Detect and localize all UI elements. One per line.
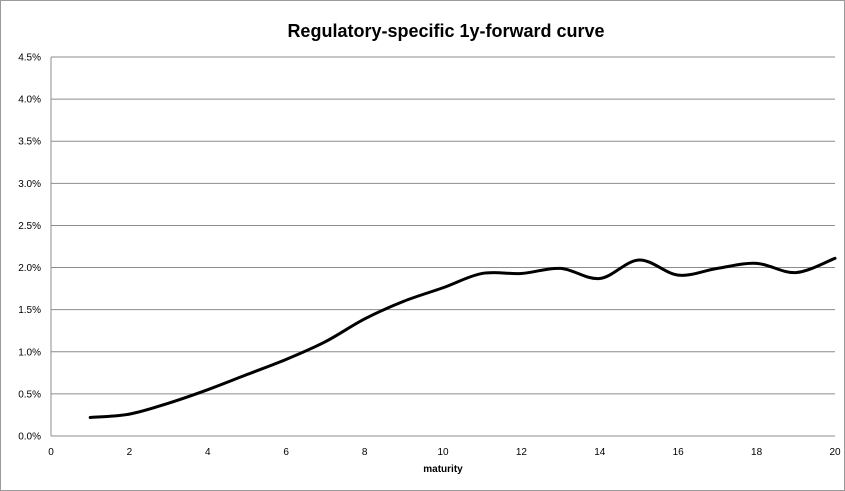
chart-title: Regulatory-specific 1y-forward curve [287, 21, 604, 41]
x-tick-label: 18 [751, 447, 763, 458]
series-line [88, 256, 837, 419]
y-tick-label: 1.0% [18, 347, 41, 358]
x-axis-label: maturity [423, 464, 463, 475]
y-tick-label: 0.5% [18, 389, 41, 400]
x-tick-label: 12 [516, 447, 528, 458]
x-tick-label: 20 [829, 447, 841, 458]
x-tick-label: 2 [127, 447, 133, 458]
y-tick-label: 4.0% [18, 95, 41, 106]
x-tick-label: 10 [437, 447, 449, 458]
x-axis-ticks: 0 2 4 6 8 10 12 14 16 18 20 [48, 447, 841, 458]
y-tick-label: 4.5% [18, 53, 41, 64]
x-tick-label: 14 [594, 447, 606, 458]
y-axis-ticks: 0.0% 0.5% 1.0% 1.5% 2.0% 2.5% 3.0% 3.5% 4.0% 4.5% [18, 53, 41, 443]
x-tick-label: 6 [283, 447, 289, 458]
y-tick-label: 1.5% [18, 305, 41, 316]
series-group [88, 256, 837, 419]
y-tick-label: 0.0% [18, 432, 41, 443]
x-tick-label: 4 [205, 447, 211, 458]
grid-lines [51, 56, 835, 395]
y-tick-label: 2.0% [18, 263, 41, 274]
y-tick-label: 3.5% [18, 137, 41, 148]
x-tick-label: 16 [673, 447, 685, 458]
x-tick-label: 0 [48, 447, 54, 458]
axes [50, 57, 835, 437]
y-tick-label: 2.5% [18, 221, 41, 232]
y-tick-label: 3.0% [18, 179, 41, 190]
x-tick-label: 8 [362, 447, 368, 458]
